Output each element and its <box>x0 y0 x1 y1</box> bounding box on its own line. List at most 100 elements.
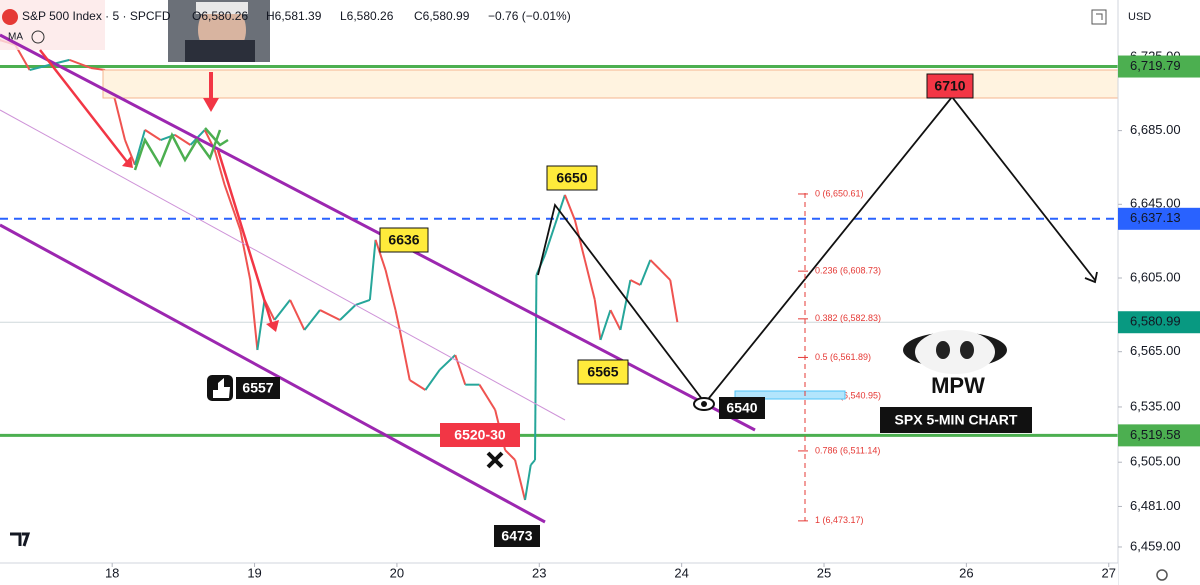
price-segment <box>534 275 538 461</box>
indicator-toggle[interactable] <box>31 30 45 44</box>
plot-area: 0 (6,650.61) 0.236 (6,608.73) 0.382 (6,582… <box>0 38 1118 525</box>
fib-label: 0.236 (6,608.73) <box>815 266 881 276</box>
symbol: S&P 500 Index · 5 · SPCFD <box>22 9 171 23</box>
price-segment <box>124 139 136 166</box>
price-segment <box>394 309 401 331</box>
price-segment <box>384 269 397 311</box>
annotation-box <box>880 407 1032 433</box>
price-segment <box>599 309 612 341</box>
price-segment <box>553 194 566 226</box>
annotation-box <box>440 423 520 447</box>
fib-label: 0.618 (6,540.95) <box>815 390 881 400</box>
price-segment <box>659 269 671 281</box>
x-tick-label: 27 <box>1102 565 1116 580</box>
fib-label: 0.786 (6,511.14) <box>815 445 880 455</box>
y-tick-label: 6,481.00 <box>1130 498 1181 513</box>
y-tick-label: 6,685.00 <box>1130 122 1181 137</box>
price-label-bg <box>1118 311 1200 334</box>
price-segment <box>374 239 387 271</box>
x-tick-label: 23 <box>532 565 546 580</box>
projection-head <box>1084 271 1098 284</box>
x-tick-label: 24 <box>674 565 688 580</box>
annotation: 6710 <box>934 78 965 94</box>
channel-bottom <box>0 223 546 524</box>
price-segment <box>339 304 357 321</box>
annotation-box <box>546 165 598 191</box>
price-segment <box>649 259 661 271</box>
arrowhead <box>203 98 219 112</box>
panda-eye <box>936 341 950 359</box>
price-segment <box>629 279 641 286</box>
price-segment <box>593 299 602 341</box>
price-segment <box>514 459 527 501</box>
panda-face <box>915 330 995 374</box>
annotation: 6473 <box>501 528 532 544</box>
price-segment <box>409 379 426 391</box>
fib-label: 0.5 (6,561.89) <box>815 352 871 362</box>
indicator: MA <box>8 32 23 43</box>
price-label-bg <box>1118 424 1200 447</box>
price-axis <box>1118 0 1200 585</box>
price-label: 6,519.58 <box>1130 427 1181 442</box>
price-segment <box>504 449 516 461</box>
axis-settings[interactable] <box>1156 569 1168 581</box>
legend-shade <box>0 0 105 50</box>
price-segment <box>249 279 259 351</box>
x-tick-label: 19 <box>247 565 261 580</box>
channel-top <box>0 33 756 432</box>
price-segment <box>398 329 411 381</box>
annotation: 6565 <box>587 364 618 380</box>
price-segment <box>478 384 496 411</box>
price-segment <box>239 229 252 281</box>
price-segment <box>669 279 679 323</box>
price-segment <box>144 129 162 141</box>
photo-hair <box>196 2 248 14</box>
y-tick-label: 6,565.00 <box>1130 343 1181 358</box>
symbol-logo <box>2 9 18 25</box>
annotation: MPW <box>931 373 985 398</box>
ohlc-value: L6,580.26 <box>340 9 394 23</box>
price-segment <box>174 134 192 146</box>
price-segment <box>609 309 622 331</box>
tv-logo <box>10 532 31 547</box>
annotation: 6557 <box>242 380 273 396</box>
price-segment <box>639 259 652 286</box>
price-label: 6,580.99 <box>1130 314 1181 329</box>
x-tick-label: 26 <box>959 565 973 580</box>
price-segment <box>619 279 632 331</box>
price-segment <box>355 298 371 306</box>
annotation-box <box>577 359 629 385</box>
price-segment <box>213 149 226 186</box>
price-segment <box>563 194 576 221</box>
price-label: 6,637.13 <box>1130 210 1181 225</box>
price-segment <box>256 299 266 351</box>
x-mark <box>486 451 504 469</box>
price-segment <box>438 354 456 371</box>
arrowhead <box>122 156 133 168</box>
y-tick-label: 6,645.00 <box>1130 196 1181 211</box>
price-label: 6,719.79 <box>1130 58 1181 73</box>
price-segment <box>134 129 146 166</box>
fib-label: 0 (6,650.61) <box>815 188 864 198</box>
arrowhead <box>266 320 279 332</box>
price-segment <box>454 354 467 385</box>
currency: USD <box>1128 11 1151 23</box>
price-segment <box>529 459 536 466</box>
zigzag-end <box>204 127 229 147</box>
annotation: 6650 <box>556 170 587 186</box>
settings-btn[interactable] <box>1091 9 1107 25</box>
annotation-box <box>379 227 429 253</box>
annotation-box <box>236 377 280 399</box>
price-segment <box>524 464 532 501</box>
price-segment <box>319 309 341 321</box>
price-segment <box>273 299 291 321</box>
y-tick-label: 6,605.00 <box>1130 269 1181 284</box>
eye-pupil <box>701 401 707 407</box>
ohlc-value: −0.76 (−0.01%) <box>488 9 571 23</box>
axes: 6,459.00 6,481.00 6,505.00 6,535.00 6,565.00… <box>105 48 1200 580</box>
channel-mid <box>0 109 566 421</box>
y-tick-label: 6,505.00 <box>1130 454 1181 469</box>
fib-zone <box>734 390 846 400</box>
panda-eye <box>960 341 974 359</box>
